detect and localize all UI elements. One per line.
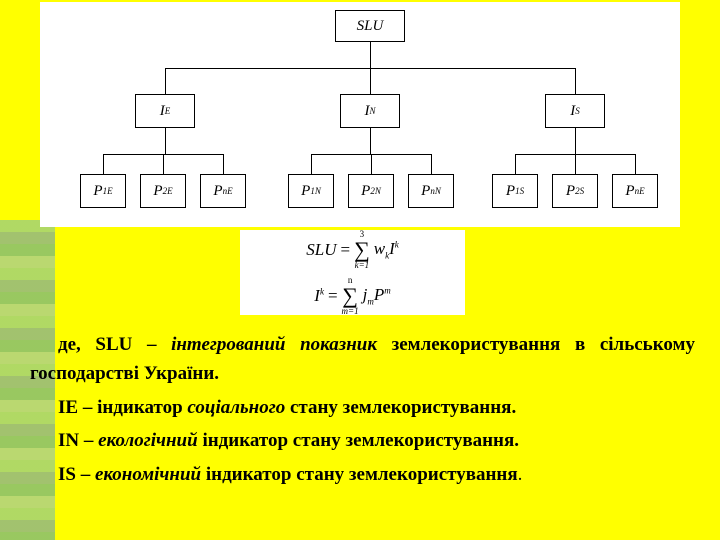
sigma-icon: ∑ bbox=[354, 239, 370, 261]
connector-line bbox=[370, 68, 371, 94]
connector-line bbox=[371, 154, 372, 174]
formula-panel: SLU = 3 ∑ k=1 wkIk Ik = n ∑ m=1 jmPm bbox=[240, 230, 465, 315]
tree-node: PnE bbox=[612, 174, 658, 208]
sigma1-bot: k=1 bbox=[355, 261, 370, 270]
equation-2: Ik = n ∑ m=1 jmPm bbox=[314, 276, 390, 316]
sigma-2: n ∑ m=1 bbox=[342, 276, 359, 316]
eq2-term: jmPm bbox=[363, 285, 391, 306]
tree-node: IS bbox=[545, 94, 605, 128]
tree-node: P2N bbox=[348, 174, 394, 208]
sigma2-bot: m=1 bbox=[342, 307, 359, 316]
connector-line bbox=[103, 154, 104, 174]
tree-node: P2E bbox=[140, 174, 186, 208]
connector-line bbox=[635, 154, 636, 174]
connector-line bbox=[370, 128, 371, 154]
desc-line-4: ІS – економічний індикатор стану землеко… bbox=[30, 460, 695, 489]
desc-line-2: ІЕ – індикатор соціального стану землеко… bbox=[30, 393, 695, 422]
equals-sign: = bbox=[340, 240, 350, 260]
description-text: де, SLU – інтегрований показник землекор… bbox=[30, 330, 695, 493]
desc-line-1: де, SLU – інтегрований показник землекор… bbox=[30, 330, 695, 389]
sigma-icon: ∑ bbox=[342, 285, 358, 307]
tree-node: PnE bbox=[200, 174, 246, 208]
tree-node: P1S bbox=[492, 174, 538, 208]
tree-node: PnN bbox=[408, 174, 454, 208]
tree-node: P1N bbox=[288, 174, 334, 208]
connector-line bbox=[575, 68, 576, 94]
connector-line bbox=[575, 128, 576, 154]
connector-line bbox=[431, 154, 432, 174]
eq1-term: wkIk bbox=[374, 239, 399, 260]
tree-diagram: SLU IE IN IS P1E P2E PnE P1N P2N PnN P1S P2S PnE bbox=[40, 2, 680, 227]
connector-line bbox=[163, 154, 164, 174]
connector-line bbox=[515, 154, 516, 174]
connector-line bbox=[165, 68, 166, 94]
connector-line bbox=[370, 42, 371, 68]
tree-node: P1E bbox=[80, 174, 126, 208]
desc-line-3: ІN – екологічний індикатор стану землеко… bbox=[30, 426, 695, 455]
connector-line bbox=[223, 154, 224, 174]
connector-line bbox=[311, 154, 312, 174]
tree-node: SLU bbox=[335, 10, 405, 42]
eq2-lhs: Ik bbox=[314, 286, 324, 306]
eq1-lhs: SLU bbox=[306, 240, 336, 260]
tree-diagram-panel: SLU IE IN IS P1E P2E PnE P1N P2N PnN P1S P2S PnE bbox=[40, 2, 680, 227]
tree-node: IN bbox=[340, 94, 400, 128]
equals-sign: = bbox=[328, 286, 338, 306]
connector-line bbox=[575, 154, 576, 174]
connector-line bbox=[165, 128, 166, 154]
sigma-1: 3 ∑ k=1 bbox=[354, 230, 370, 270]
tree-node: IE bbox=[135, 94, 195, 128]
equation-1: SLU = 3 ∑ k=1 wkIk bbox=[306, 230, 399, 270]
tree-node: P2S bbox=[552, 174, 598, 208]
